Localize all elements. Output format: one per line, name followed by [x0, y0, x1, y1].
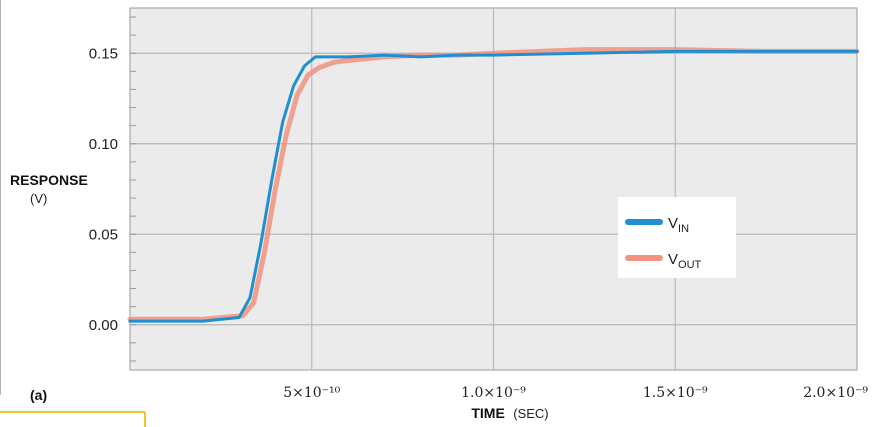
x-tick-labels: 5×10⁻¹⁰ 1.0×10⁻⁹ 1.5×10⁻⁹ 2.0×10⁻⁹ [283, 385, 868, 401]
x-axis-label: TIME (SEC) [471, 405, 548, 422]
legend-label-v-in-main: V [668, 215, 678, 232]
y-tick-label: 0.05 [89, 226, 118, 243]
legend: VIN VOUT [618, 197, 736, 278]
x-axis-label-unit: (SEC) [513, 406, 548, 421]
y-tick-label: 0.10 [89, 136, 118, 153]
legend-label-v-out-sub: OUT [678, 259, 702, 271]
legend-label-v-in-sub: IN [678, 223, 689, 235]
series-line-v-in [128, 49, 859, 323]
x-tick-label: 1.0×10⁻⁹ [461, 385, 526, 401]
y-axis-unit: (V) [30, 191, 47, 206]
x-axis-label-main: TIME [471, 405, 504, 421]
legend-label-v-out: VOUT [668, 251, 702, 271]
legend-box [618, 197, 736, 278]
x-tick-label: 1.5×10⁻⁹ [643, 385, 708, 401]
legend-label-v-out-main: V [668, 251, 678, 268]
y-tick-label: 0.15 [89, 45, 118, 62]
series-lines [127, 47, 860, 323]
series-line-v-out [127, 47, 860, 322]
x-tick-label: 5×10⁻¹⁰ [283, 385, 340, 401]
legend-label-v-in: VIN [668, 215, 689, 235]
y-axis-label: RESPONSE [10, 172, 88, 188]
y-tick-labels: 0.00 0.05 0.10 0.15 [89, 45, 118, 334]
x-tick-label: 2.0×10⁻⁹ [803, 385, 868, 401]
y-minor-ticks [130, 16, 136, 362]
panel-label: (a) [30, 387, 47, 403]
y-tick-label: 0.00 [89, 317, 118, 334]
